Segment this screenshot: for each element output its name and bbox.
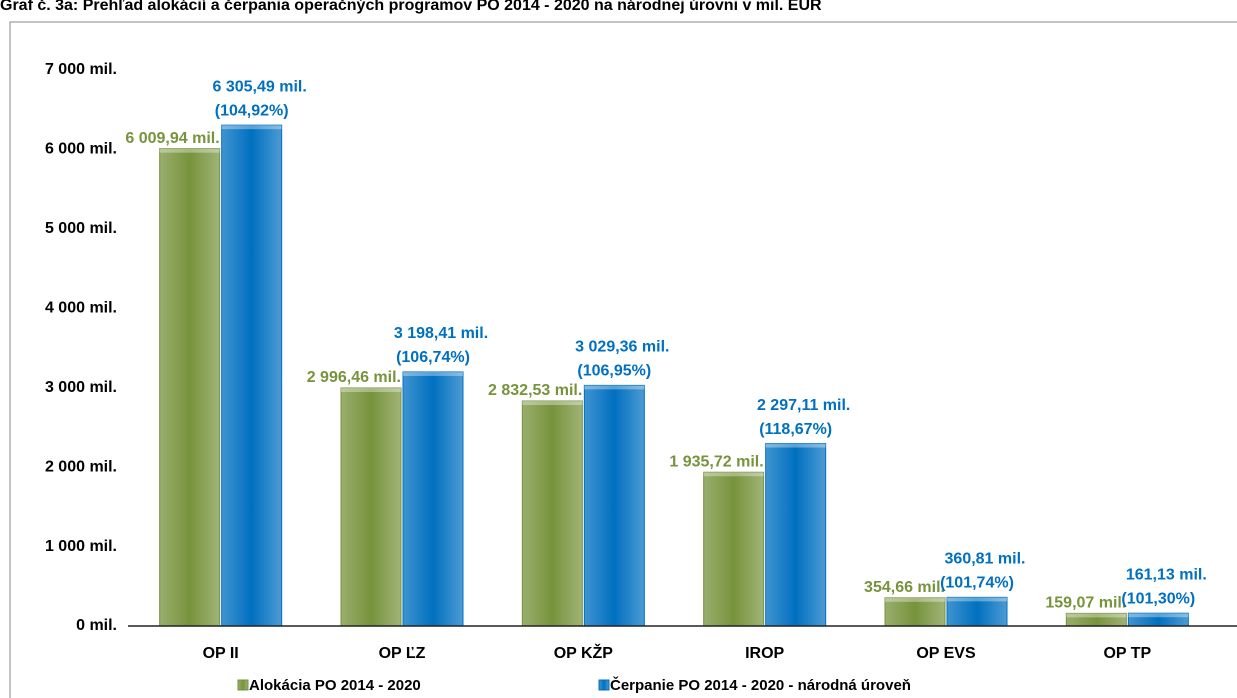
- value-label: 1 935,72 mil.: [669, 453, 763, 470]
- legend-label: Alokácia PO 2014 - 2020: [249, 677, 421, 694]
- percent-label: (118,67%): [759, 421, 832, 438]
- bar: [402, 371, 464, 627]
- bar: [159, 148, 221, 627]
- value-label: 159,07 mil.: [1045, 595, 1126, 612]
- value-label: 2 297,11 mil.: [757, 397, 850, 414]
- value-label: 3 198,41 mil.: [394, 325, 488, 342]
- x-tick-label: OP TP: [1103, 645, 1151, 662]
- bar-top: [403, 371, 463, 376]
- bar: [946, 596, 1008, 627]
- bar: [884, 597, 946, 627]
- percent-label: (106,95%): [577, 363, 651, 380]
- percent-label: (101,74%): [940, 575, 1014, 592]
- x-tick-label: OP ĽZ: [379, 645, 426, 662]
- bar: [340, 387, 402, 627]
- y-tick-label: 1 000 mil.: [45, 538, 117, 555]
- y-tick-label: 0 mil.: [76, 617, 117, 634]
- bar-top: [1066, 613, 1127, 618]
- bar: [521, 400, 583, 627]
- x-tick-label: IROP: [745, 645, 784, 662]
- bar: [765, 443, 827, 627]
- bar-top: [765, 443, 826, 448]
- bar-top: [703, 472, 764, 477]
- y-tick-label: 6 000 mil.: [45, 141, 117, 158]
- y-tick-label: 3 000 mil.: [45, 379, 117, 396]
- value-label: 3 029,36 mil.: [575, 339, 669, 356]
- bar-top: [221, 125, 282, 130]
- chart-title: Graf č. 3a: Prehľad alokácií a čerpania …: [0, 0, 822, 14]
- y-tick-label: 5 000 mil.: [45, 220, 117, 237]
- percent-label: (101,30%): [1121, 590, 1195, 607]
- bar-top: [885, 597, 945, 602]
- value-label: 354,66 mil.: [864, 579, 945, 596]
- x-tick-label: OP EVS: [916, 645, 976, 662]
- bar-top: [341, 387, 401, 392]
- legend-swatch: [598, 679, 610, 691]
- bar-top: [1128, 613, 1189, 618]
- percent-label: (104,92%): [215, 102, 289, 119]
- percent-label: (106,74%): [396, 349, 470, 366]
- bar-top: [159, 148, 220, 153]
- bar-top: [584, 385, 645, 390]
- value-label: 6 009,94 mil.: [125, 130, 219, 147]
- bar: [703, 471, 765, 627]
- x-tick-label: OP KŽP: [554, 643, 614, 662]
- y-tick-label: 4 000 mil.: [45, 300, 117, 317]
- bar: [583, 384, 645, 627]
- value-label: 360,81 mil.: [945, 551, 1026, 568]
- bar-top: [522, 401, 583, 406]
- y-tick-label: 7 000 mil.: [45, 61, 117, 78]
- legend-swatch: [237, 679, 249, 691]
- value-label: 2 832,53 mil.: [488, 382, 582, 399]
- bar-top: [947, 597, 1007, 602]
- value-label: 161,13 mil.: [1126, 566, 1207, 583]
- value-label: 2 996,46 mil.: [307, 369, 401, 386]
- y-tick-label: 2 000 mil.: [45, 458, 117, 475]
- x-tick-label: OP II: [203, 645, 239, 662]
- legend-label: Čerpanie PO 2014 - 2020 - národná úroveň: [610, 676, 911, 694]
- value-label: 6 305,49 mil.: [213, 78, 307, 95]
- bar: [221, 124, 283, 627]
